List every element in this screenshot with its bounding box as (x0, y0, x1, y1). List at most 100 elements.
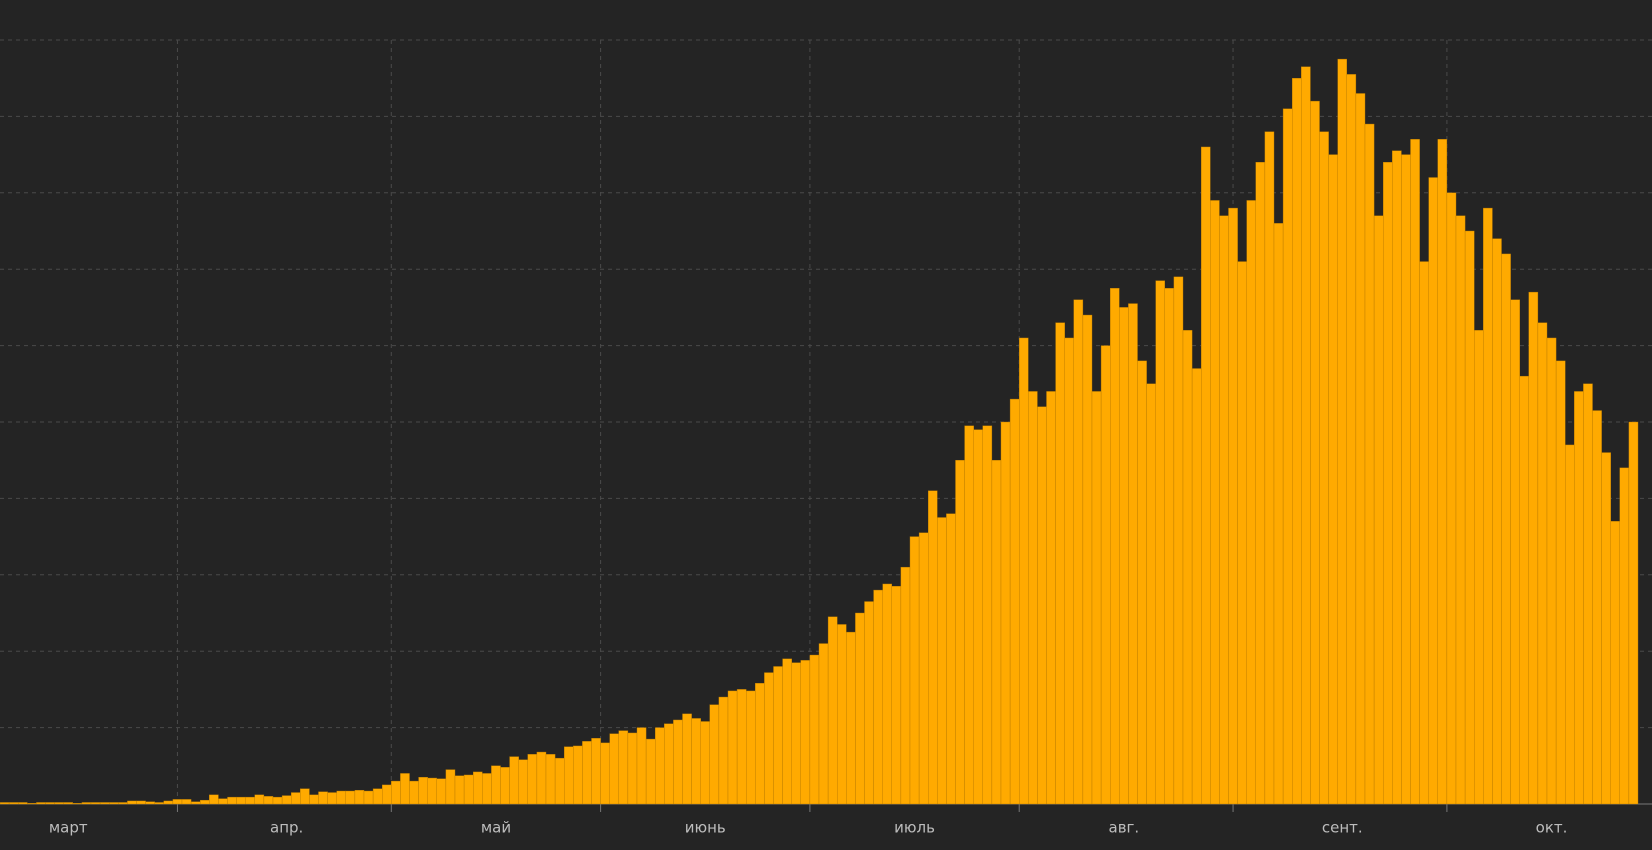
bar (1219, 215, 1229, 805)
bar (1419, 261, 1429, 805)
bar (746, 690, 756, 805)
bar (1537, 322, 1548, 805)
bar (27, 803, 37, 805)
bar (1301, 66, 1311, 805)
bar (445, 769, 456, 805)
bar (1255, 162, 1266, 805)
bar (873, 589, 883, 805)
bar (1437, 139, 1448, 805)
bar (1109, 288, 1120, 805)
bar (1364, 123, 1375, 805)
bar (1182, 330, 1193, 805)
bar (827, 616, 838, 805)
bar (500, 767, 510, 805)
bar (1628, 421, 1639, 805)
bar (1273, 223, 1284, 805)
bar (655, 727, 665, 805)
bar (427, 777, 438, 805)
bar (1100, 345, 1111, 805)
bar (454, 775, 465, 805)
bar (154, 802, 164, 805)
bar (1264, 131, 1275, 805)
bar (1009, 398, 1020, 805)
bar (518, 759, 529, 805)
x-tick-label: июль (894, 819, 935, 837)
bar (564, 746, 574, 805)
bar (418, 777, 428, 805)
bar (1173, 276, 1184, 805)
bar (99, 802, 110, 805)
bar (218, 798, 228, 805)
x-tick-label: май (481, 819, 511, 837)
x-tick-label: окт. (1536, 819, 1568, 837)
bar (0, 802, 10, 805)
bar (127, 800, 137, 805)
bar (618, 730, 629, 805)
bar (463, 774, 474, 805)
bar (281, 795, 292, 805)
bar (18, 802, 28, 805)
bar (1082, 314, 1093, 805)
bar (1055, 322, 1065, 805)
bar (1401, 154, 1411, 805)
bar (318, 791, 328, 805)
bar (1619, 467, 1630, 805)
bar (1464, 230, 1475, 805)
bar (136, 800, 146, 805)
bar (1091, 391, 1102, 805)
bar (609, 733, 620, 805)
bar (1155, 280, 1165, 805)
bar (837, 624, 847, 805)
bar (1355, 93, 1366, 805)
bar (372, 788, 383, 805)
bar (1519, 375, 1529, 805)
bar (1319, 131, 1329, 805)
x-tick-label: сент. (1322, 819, 1363, 837)
bar (700, 721, 711, 805)
bar (1392, 150, 1402, 805)
bar (818, 643, 829, 805)
bar (45, 802, 55, 805)
bar (409, 780, 419, 805)
bar (227, 796, 237, 805)
bar (691, 718, 701, 805)
bar (846, 631, 856, 805)
bar (554, 757, 565, 805)
bar (1592, 410, 1602, 805)
bar (1246, 200, 1256, 805)
bar (1492, 238, 1502, 805)
bar (1428, 177, 1438, 805)
bar (1128, 303, 1138, 805)
x-tick-label: апр. (270, 819, 303, 837)
bar (591, 738, 601, 805)
bar (736, 689, 747, 805)
bar (527, 754, 538, 805)
bar (937, 517, 947, 805)
bar (864, 601, 874, 805)
bar (291, 792, 301, 805)
bar (809, 654, 820, 805)
bar (800, 660, 811, 805)
bar (773, 666, 783, 805)
bar (791, 662, 802, 805)
bar (1574, 391, 1584, 805)
bar (682, 713, 692, 805)
bar (245, 796, 255, 805)
bar (764, 672, 774, 805)
bar (664, 723, 674, 805)
bar (363, 790, 374, 805)
bar (172, 799, 183, 805)
bar (72, 803, 83, 805)
bar (1610, 521, 1620, 805)
bar (81, 802, 92, 805)
bar (118, 802, 128, 805)
bar (1473, 330, 1484, 805)
bar (1373, 215, 1384, 805)
bar (1328, 154, 1338, 805)
bar (900, 566, 911, 805)
bar (336, 790, 347, 805)
bar (1164, 288, 1175, 805)
bar (300, 788, 310, 805)
bar (382, 784, 392, 805)
